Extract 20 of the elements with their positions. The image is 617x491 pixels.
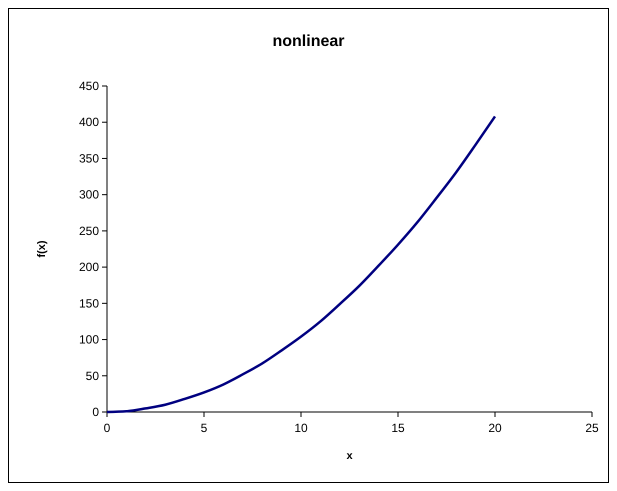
line-series	[106, 115, 496, 414]
y-tick-label: 400	[78, 115, 100, 130]
x-tick-label: 25	[585, 421, 599, 435]
x-tick-label: 0	[104, 421, 111, 435]
x-axis-title: x	[346, 450, 354, 462]
chart-title: nonlinear	[272, 33, 345, 50]
x-tick-label: 5	[200, 421, 208, 435]
y-axis-title: f(x)	[36, 240, 48, 258]
y-tick-label: 350	[78, 151, 100, 166]
x-tick-label: 20	[488, 421, 502, 435]
y-tick-label: 200	[78, 260, 100, 274]
x-tick-label: 10	[294, 421, 308, 435]
y-tick-label: 300	[78, 188, 100, 202]
y-tick-label: 250	[78, 224, 100, 238]
y-tick-label: 50	[86, 368, 100, 383]
y-tick-label: 450	[78, 79, 100, 93]
y-tick-label: 100	[78, 332, 100, 347]
y-tick-label: 0	[92, 405, 100, 419]
y-tick-label: 150	[78, 296, 100, 310]
x-tick-label: 15	[391, 421, 405, 435]
